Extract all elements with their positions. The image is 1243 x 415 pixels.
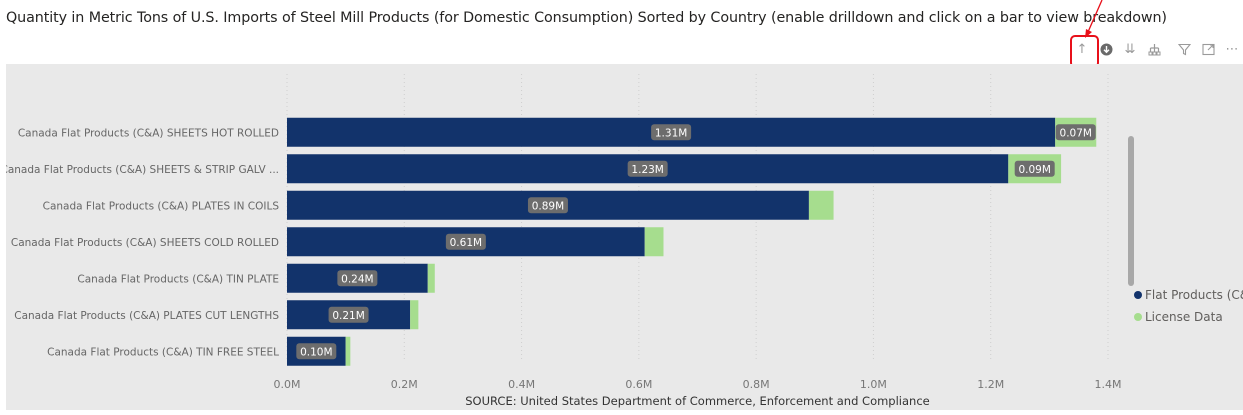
drill-down-toggle-icon[interactable] bbox=[1096, 39, 1116, 59]
data-label-bg bbox=[1014, 160, 1055, 177]
focus-mode-icon[interactable] bbox=[1198, 39, 1218, 59]
next-level-icon[interactable]: ⇊ bbox=[1124, 41, 1136, 57]
more-options-icon[interactable]: ⋯ bbox=[1225, 41, 1239, 57]
category-label: Canada Flat Products (C&A) TIN FREE STEE… bbox=[47, 346, 279, 358]
category-label: Canada Flat Products (C&A) PLATES CUT LE… bbox=[14, 310, 279, 322]
annotation-arrow bbox=[1085, 0, 1103, 38]
data-label: 0.61M bbox=[450, 237, 482, 249]
x-tick-label: 0.0M bbox=[274, 378, 301, 391]
data-label-bg bbox=[445, 233, 486, 250]
bar-license-data bbox=[345, 336, 351, 366]
data-label: 0.24M bbox=[341, 273, 373, 285]
drill-up-icon[interactable]: ↑ bbox=[1076, 41, 1088, 57]
data-label: 0.09M bbox=[1018, 164, 1050, 176]
visual-header-toolbar: ↑ ⇊ ⋯ bbox=[1072, 37, 1242, 61]
data-label-bg bbox=[337, 270, 378, 287]
data-label-bg bbox=[296, 343, 337, 360]
data-label-bg bbox=[651, 124, 692, 141]
data-label-bg bbox=[527, 197, 568, 214]
legend-swatch bbox=[1134, 291, 1142, 299]
legend-item[interactable]: Flat Products (C&A) bbox=[1134, 284, 1243, 306]
category-label: Canada Flat Products (C&A) PLATES IN COI… bbox=[43, 200, 280, 212]
x-tick-label: 0.8M bbox=[743, 378, 770, 391]
bar-license-data bbox=[644, 227, 664, 257]
x-tick-label: 0.4M bbox=[508, 378, 535, 391]
bar-license-data bbox=[427, 263, 435, 293]
bar-license-data bbox=[808, 190, 834, 220]
category-label: Canada Flat Products (C&A) TIN PLATE bbox=[77, 273, 279, 285]
legend-item[interactable]: License Data bbox=[1134, 306, 1243, 328]
bar-license-data bbox=[410, 300, 419, 330]
x-tick-label: 1.0M bbox=[860, 378, 887, 391]
category-label: Canada Flat Products (C&A) SHEETS HOT RO… bbox=[18, 127, 279, 139]
data-label: 1.31M bbox=[655, 127, 687, 139]
x-tick-label: 1.2M bbox=[977, 378, 1004, 391]
legend-swatch bbox=[1134, 313, 1142, 321]
expand-hierarchy-icon[interactable] bbox=[1144, 39, 1164, 59]
x-axis-title: SOURCE: United States Department of Comm… bbox=[465, 394, 929, 408]
chart-title: Quantity in Metric Tons of U.S. Imports … bbox=[6, 10, 1167, 26]
legend: Flat Products (C&A) License Data bbox=[1134, 284, 1243, 328]
category-label: Canada Flat Products (C&A) SHEETS COLD R… bbox=[11, 237, 279, 249]
bar-chart: 0.0M 0.2M 0.4M 0.6M 0.8M 1.0M 1.2M 1.4M SOURCE: … bbox=[6, 74, 1122, 408]
data-label: 0.21M bbox=[332, 310, 364, 322]
data-label: 0.89M bbox=[532, 200, 564, 212]
legend-label: License Data bbox=[1145, 310, 1223, 324]
filter-icon[interactable] bbox=[1174, 39, 1194, 59]
x-tick-label: 0.2M bbox=[391, 378, 418, 391]
data-label-bg bbox=[1055, 124, 1096, 141]
data-label-bg bbox=[627, 160, 668, 177]
x-tick-label: 0.6M bbox=[625, 378, 652, 391]
x-tick-label: 1.4M bbox=[1095, 378, 1122, 391]
data-label: 0.07M bbox=[1060, 127, 1092, 139]
legend-scrollbar[interactable] bbox=[1128, 136, 1134, 286]
category-label: Canada Flat Products (C&A) SHEETS & STRI… bbox=[6, 164, 279, 176]
data-label: 1.23M bbox=[631, 164, 663, 176]
chart-visual: 0.0M 0.2M 0.4M 0.6M 0.8M 1.0M 1.2M 1.4M SOURCE: … bbox=[6, 64, 1243, 410]
data-label: 0.10M bbox=[300, 346, 332, 358]
data-label-bg bbox=[328, 306, 369, 323]
legend-label: Flat Products (C&A) bbox=[1145, 288, 1243, 302]
